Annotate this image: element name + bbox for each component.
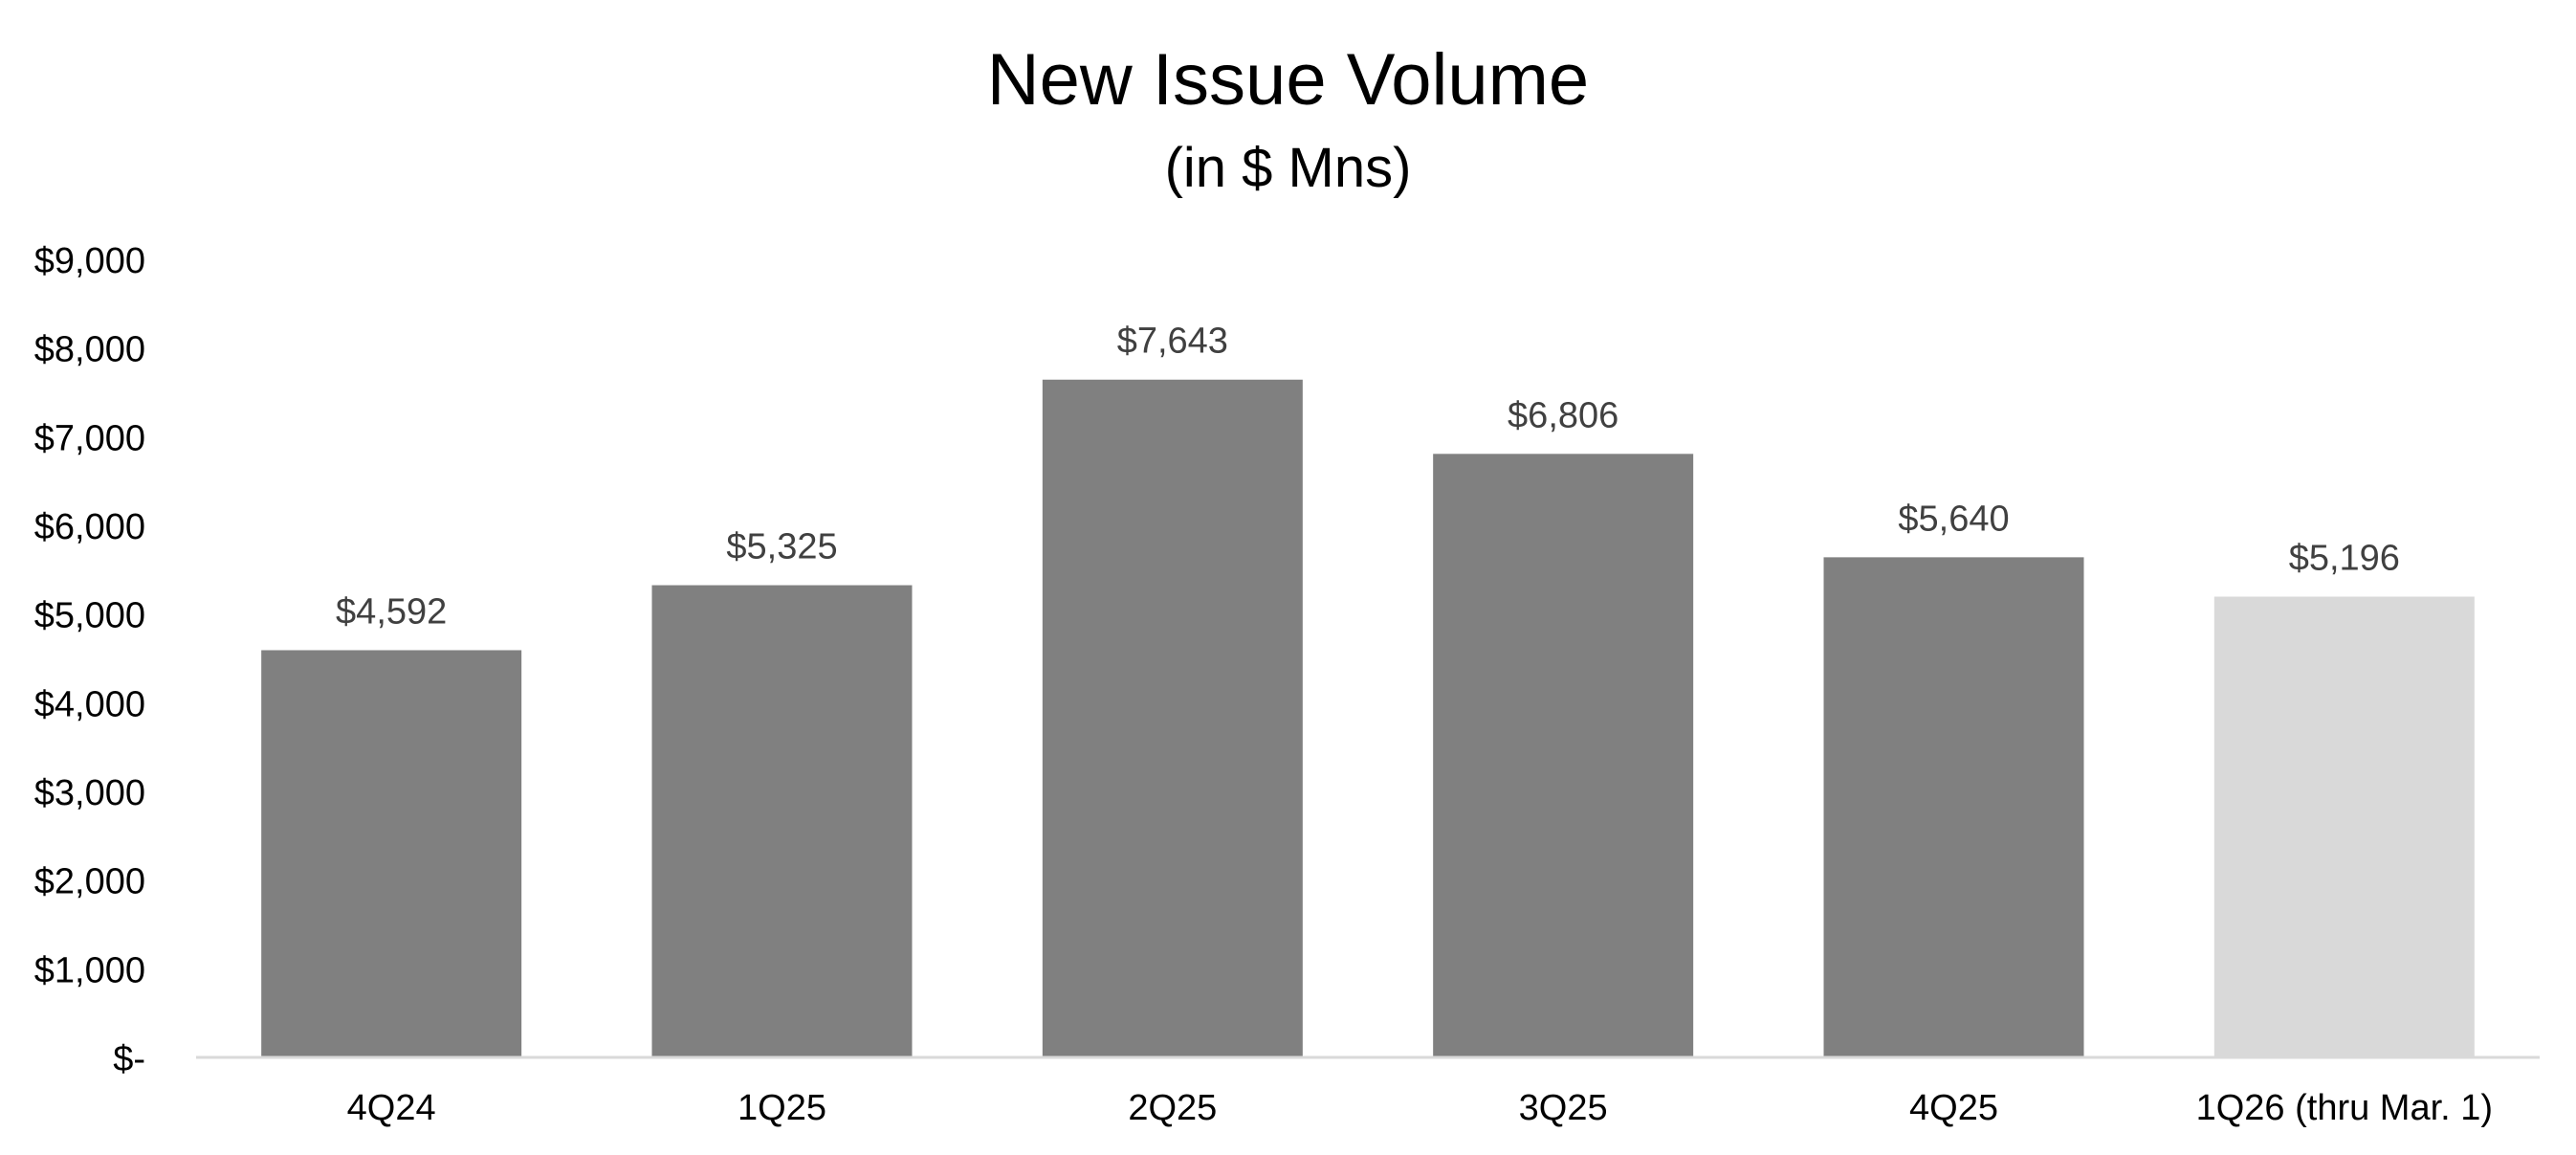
y-tick-label: $5,000 <box>34 596 145 636</box>
bar <box>261 650 522 1057</box>
y-tick-label: $- <box>113 1039 145 1079</box>
data-label: $7,643 <box>1117 322 1228 362</box>
bar <box>2213 596 2475 1057</box>
y-tick-label: $7,000 <box>34 418 145 458</box>
chart-subtitle: (in $ Mns) <box>1164 137 1412 199</box>
y-tick-label: $3,000 <box>34 773 145 813</box>
data-label: $6,806 <box>1508 395 1618 435</box>
data-label: $5,325 <box>726 527 837 567</box>
chart-title: New Issue Volume <box>986 39 1590 121</box>
y-tick-label: $4,000 <box>34 684 145 724</box>
x-tick-label: 1Q25 <box>738 1088 826 1128</box>
y-tick-label: $2,000 <box>34 862 145 902</box>
data-label: $5,196 <box>2289 539 2400 579</box>
x-tick-label: 2Q25 <box>1128 1088 1217 1128</box>
y-tick-label: $8,000 <box>34 330 145 370</box>
y-tick-label: $1,000 <box>34 950 145 990</box>
y-tick-label: $9,000 <box>34 241 145 281</box>
data-label: $5,640 <box>1898 499 2009 539</box>
bar <box>1433 454 1694 1057</box>
x-tick-label: 4Q24 <box>347 1088 436 1128</box>
bar <box>1823 557 2084 1057</box>
bar <box>1042 379 1303 1057</box>
x-tick-label: 4Q25 <box>1909 1088 1998 1128</box>
bar <box>651 585 913 1057</box>
data-label: $4,592 <box>336 591 447 632</box>
x-tick-label: 1Q26 (thru Mar. 1) <box>2196 1088 2493 1128</box>
y-tick-label: $6,000 <box>34 507 145 547</box>
x-tick-label: 3Q25 <box>1519 1088 1608 1128</box>
